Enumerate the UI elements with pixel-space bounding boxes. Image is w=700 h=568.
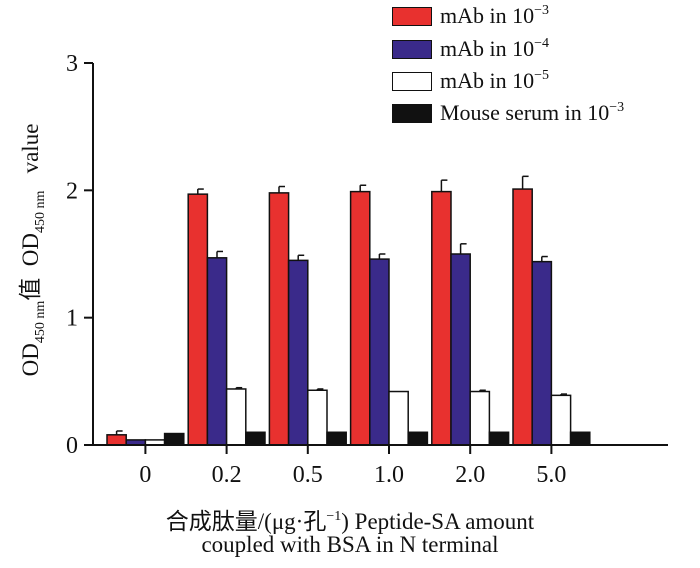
x-axis-title-line1: 合成肽量/(μg·孔−1) Peptide-SA amount: [165, 509, 535, 534]
bar-s3-c4: [488, 431, 510, 446]
bar-s3-c5: [569, 431, 591, 446]
x-tick-label-3: 1.0: [374, 462, 404, 488]
bar-s1-c4: [450, 253, 471, 446]
bar-s1-c2: [287, 259, 309, 446]
bar-s2-c5: [550, 394, 572, 446]
y-axis-title: OD450 nm值 OD450 nm value: [18, 123, 48, 377]
x-tick-label-2: 0.5: [293, 462, 323, 488]
bar-s1-c3: [369, 258, 390, 446]
legend-swatch-0: [392, 6, 432, 26]
bar-s0-c4: [431, 190, 452, 446]
legend-item-0: mAb in 10−3: [392, 3, 549, 29]
bar-s3-c2: [326, 431, 347, 446]
legend-label-3: Mouse serum in 10−3: [440, 100, 625, 125]
bar-s1-c5: [531, 260, 553, 446]
x-tick-label-4: 2.0: [455, 462, 485, 488]
y-tick-label-3: 3: [66, 51, 78, 77]
bar-s2-c2: [307, 389, 328, 446]
legend-label-1: mAb in 10−4: [440, 36, 550, 61]
legend-swatch-1: [392, 39, 432, 59]
bar-s2-c4: [469, 390, 491, 446]
x-tick-label-0: 0: [139, 462, 151, 488]
bar-s3-c3: [407, 431, 429, 446]
bars: [106, 175, 591, 446]
bar-s1-c1: [206, 257, 228, 446]
y-axis-title-wrap: OD450 nm值 OD450 nm value: [8, 60, 48, 440]
bar-s2-c1: [225, 388, 247, 446]
legend-label-2: mAb in 10−5: [440, 68, 550, 93]
bar-s0-c1: [187, 193, 209, 446]
legend-item-1: mAb in 10−4: [392, 36, 549, 62]
bar-s2-c3: [388, 390, 409, 446]
legend-swatch-3: [392, 103, 432, 123]
legend-item-3: Mouse serum in 10−3: [392, 100, 624, 126]
y-tick-label-0: 0: [66, 433, 78, 459]
bar-s3-c0: [163, 432, 185, 446]
bar-s3-c1: [245, 431, 266, 446]
x-tick-label-5: 5.0: [536, 462, 566, 488]
bar-s0-c0: [106, 434, 127, 446]
x-tick-label-1: 0.2: [212, 462, 242, 488]
bar-s0-c5: [512, 188, 533, 446]
x-axis-title-line2: coupled with BSA in N terminal: [201, 532, 499, 557]
y-tick-label-2: 2: [66, 178, 78, 204]
y-tick-label-1: 1: [66, 306, 78, 332]
legend-swatch-2: [392, 71, 432, 91]
bar-s0-c3: [349, 190, 371, 446]
bar-s0-c2: [268, 192, 290, 446]
legend-item-2: mAb in 10−5: [392, 68, 549, 94]
legend-label-0: mAb in 10−3: [440, 3, 550, 28]
axis-ticks: 0 1 2 3 0 0.2 0.5 1.0 2.0 5.0: [66, 51, 566, 488]
